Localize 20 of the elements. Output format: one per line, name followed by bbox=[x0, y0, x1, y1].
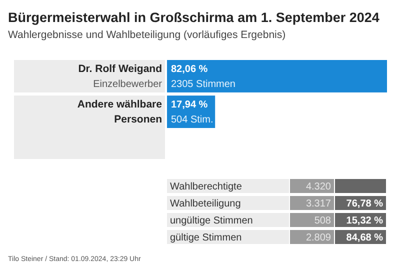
category-label: Wahlbeteiligung bbox=[170, 198, 241, 210]
data-label: 3.317 bbox=[306, 198, 332, 210]
y-tick-label: Dr. Rolf Weigand bbox=[78, 63, 162, 75]
data-label: 508 bbox=[314, 216, 332, 226]
annotation: 2305 Stimmen bbox=[171, 79, 236, 90]
data-label: 2.809 bbox=[306, 232, 332, 244]
data-label: 76,78 % bbox=[346, 198, 384, 210]
chart-subtitle: Wahlergebnisse und Wahlbeteiligung (vorläufiges Ergebnis) bbox=[8, 29, 286, 41]
data-label: 82,06 % bbox=[171, 64, 208, 75]
data-label: 4.320 bbox=[306, 182, 332, 192]
category-label: gültige Stimmen bbox=[170, 232, 242, 244]
category-label: ungültige Stimmen bbox=[170, 216, 253, 226]
y-tick-label: Andere wählbare Personen bbox=[77, 98, 162, 126]
data-label: 84,68 % bbox=[346, 232, 384, 244]
text: Einzelbewerber bbox=[93, 79, 163, 90]
data-label: 17,94 % bbox=[171, 100, 208, 111]
data-label: 15,32 % bbox=[346, 216, 384, 226]
chart-title: Bürgermeisterwahl in Großschirma am 1. September 2024 bbox=[8, 10, 380, 25]
annotation: 504 Stim. bbox=[171, 114, 214, 126]
category-label: Wahlberechtigte bbox=[170, 182, 242, 192]
